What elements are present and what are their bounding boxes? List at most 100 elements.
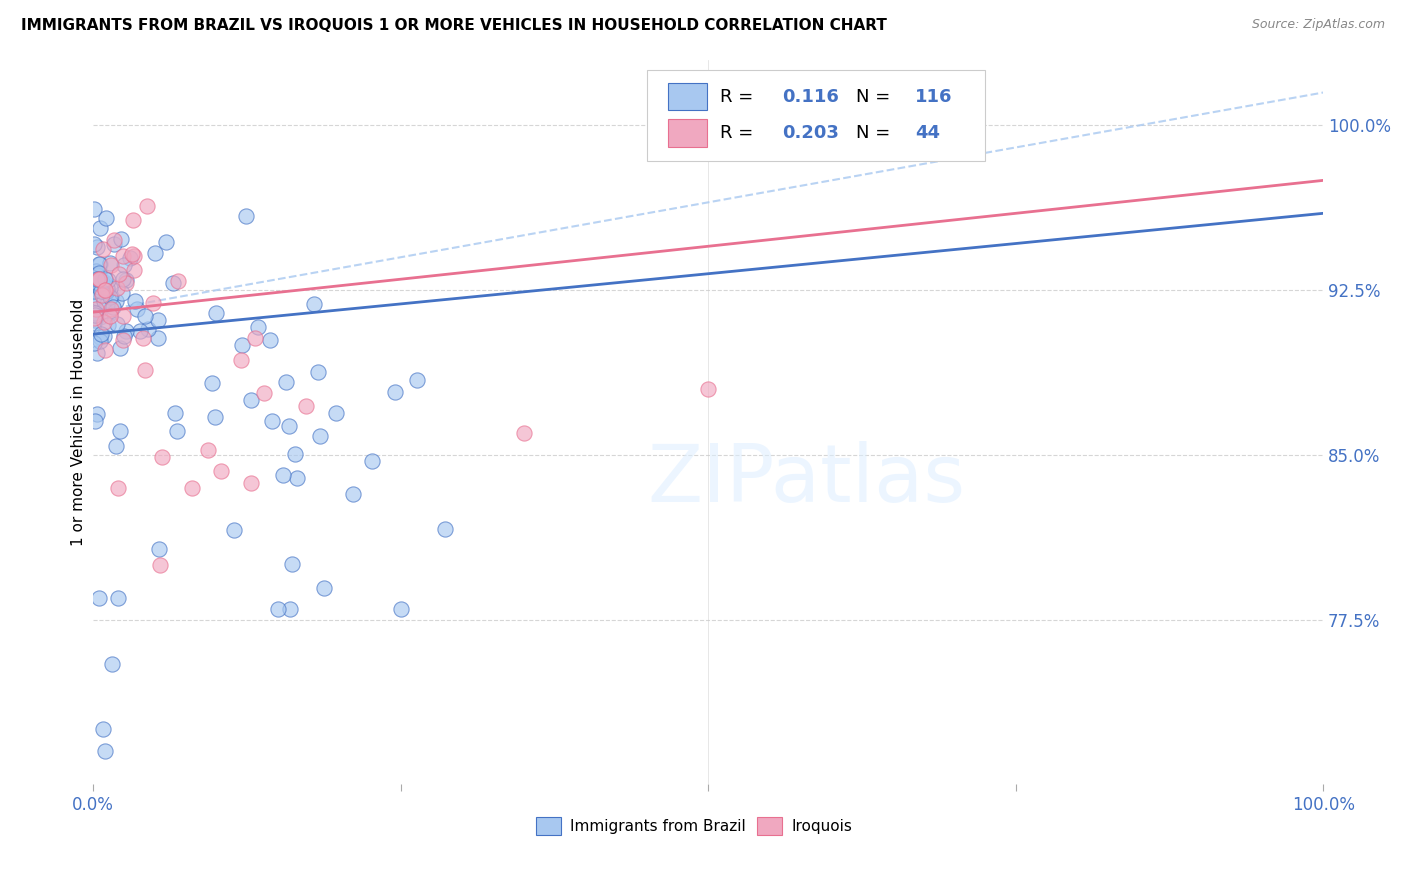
Point: [86, 346, 108, 360]
Point: [149, 558, 172, 572]
Point: [204, 306, 226, 320]
Point: [111, 333, 134, 347]
Point: [84, 302, 107, 317]
Point: [97, 273, 120, 287]
Point: [222, 523, 245, 537]
Point: [96, 281, 118, 295]
Text: 116: 116: [915, 87, 952, 105]
Point: [197, 443, 219, 458]
Point: [110, 232, 132, 246]
Point: [86, 283, 108, 297]
Point: [309, 429, 332, 443]
FancyBboxPatch shape: [647, 70, 984, 161]
Point: [93, 275, 115, 289]
Point: [83, 296, 105, 310]
Point: [89, 591, 111, 605]
Point: [100, 289, 122, 303]
Point: [512, 425, 534, 440]
Point: [84, 264, 107, 278]
Text: 0.203: 0.203: [782, 124, 839, 142]
Point: [134, 363, 156, 377]
Text: R =: R =: [720, 124, 759, 142]
Point: [93, 329, 115, 343]
Point: [434, 522, 457, 536]
Point: [103, 233, 125, 247]
Point: [84, 275, 107, 289]
Point: [253, 386, 276, 401]
Point: [84, 414, 107, 428]
Point: [89, 272, 111, 286]
Point: [240, 476, 263, 491]
Point: [90, 284, 112, 298]
Point: [86, 272, 108, 286]
Point: [94, 211, 117, 225]
Text: Iroquois: Iroquois: [792, 819, 852, 834]
Point: [240, 392, 263, 407]
Point: [259, 333, 281, 347]
Text: 44: 44: [915, 124, 939, 142]
Point: [89, 272, 111, 286]
Point: [83, 276, 105, 290]
Point: [302, 296, 325, 310]
Point: [83, 202, 105, 216]
Point: [89, 310, 111, 324]
Point: [112, 329, 135, 343]
Point: [284, 447, 307, 461]
Point: [167, 275, 190, 289]
Point: [276, 376, 298, 390]
Point: [103, 300, 125, 314]
Point: [83, 237, 105, 252]
Point: [89, 334, 111, 349]
Point: [107, 481, 129, 495]
Point: [110, 285, 132, 300]
Point: [86, 240, 108, 254]
Point: [93, 314, 115, 328]
Point: [104, 438, 127, 452]
Point: [146, 331, 169, 345]
Point: [91, 275, 114, 289]
Point: [96, 297, 118, 311]
Point: [312, 581, 335, 595]
Point: [105, 317, 128, 331]
Text: N =: N =: [856, 87, 896, 105]
Point: [295, 399, 318, 413]
Point: [94, 272, 117, 286]
Bar: [758, 817, 782, 835]
Point: [307, 365, 329, 379]
Bar: [668, 119, 707, 146]
Bar: [668, 83, 707, 111]
Point: [89, 330, 111, 344]
Point: [325, 406, 347, 420]
Point: [107, 591, 129, 605]
Point: [87, 257, 110, 271]
Point: [882, 107, 904, 121]
Point: [121, 213, 143, 227]
Point: [145, 245, 167, 260]
Point: [146, 313, 169, 327]
Point: [94, 343, 117, 358]
Point: [83, 316, 105, 330]
Point: [94, 283, 117, 297]
Point: [122, 263, 145, 277]
Point: [247, 320, 270, 334]
Point: [342, 487, 364, 501]
Point: [150, 450, 173, 464]
Point: [86, 407, 108, 421]
Point: [360, 454, 382, 468]
Point: [98, 256, 121, 270]
Point: [94, 283, 117, 297]
Point: [115, 273, 138, 287]
Point: [127, 301, 149, 316]
Point: [111, 310, 134, 324]
Point: [406, 373, 429, 387]
Point: [132, 331, 155, 345]
Point: [90, 326, 112, 341]
Point: [231, 337, 253, 351]
Point: [86, 266, 108, 280]
Point: [134, 309, 156, 323]
Point: [115, 276, 138, 290]
Point: [235, 209, 257, 223]
Point: [83, 280, 105, 294]
Point: [84, 313, 107, 327]
Point: [83, 305, 105, 319]
